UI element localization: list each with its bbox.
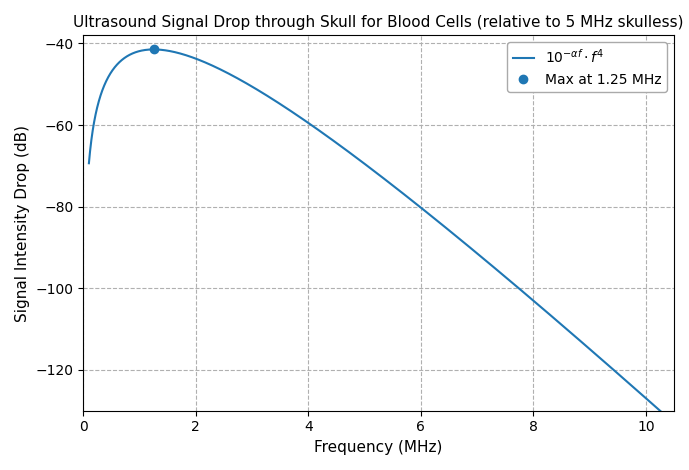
X-axis label: Frequency (MHz): Frequency (MHz) [314, 440, 443, 455]
$10^{-\alpha f}\cdot f^4$ [659, 410, 667, 416]
$10^{-\alpha f}\cdot f^4$ [586, 346, 594, 352]
$10^{-\alpha f}\cdot f^4$ [150, 47, 158, 52]
$10^{-\alpha f}\cdot f^4$ [150, 47, 158, 52]
$10^{-\alpha f}\cdot f^4$ [330, 138, 338, 144]
$10^{-\alpha f}\cdot f^4$ [305, 121, 313, 126]
Legend: $10^{-\alpha f}\cdot f^4$, Max at 1.25 MHz: $10^{-\alpha f}\cdot f^4$, Max at 1.25 M… [507, 42, 667, 92]
$10^{-\alpha f}\cdot f^4$ [85, 160, 93, 166]
Y-axis label: Signal Intensity Drop (dB): Signal Intensity Drop (dB) [15, 125, 30, 321]
Line: $10^{-\alpha f}\cdot f^4$: $10^{-\alpha f}\cdot f^4$ [89, 49, 663, 413]
Title: Ultrasound Signal Drop through Skull for Blood Cells (relative to 5 MHz skulless: Ultrasound Signal Drop through Skull for… [74, 15, 684, 30]
$10^{-\alpha f}\cdot f^4$ [185, 53, 193, 59]
$10^{-\alpha f}\cdot f^4$ [648, 400, 656, 406]
